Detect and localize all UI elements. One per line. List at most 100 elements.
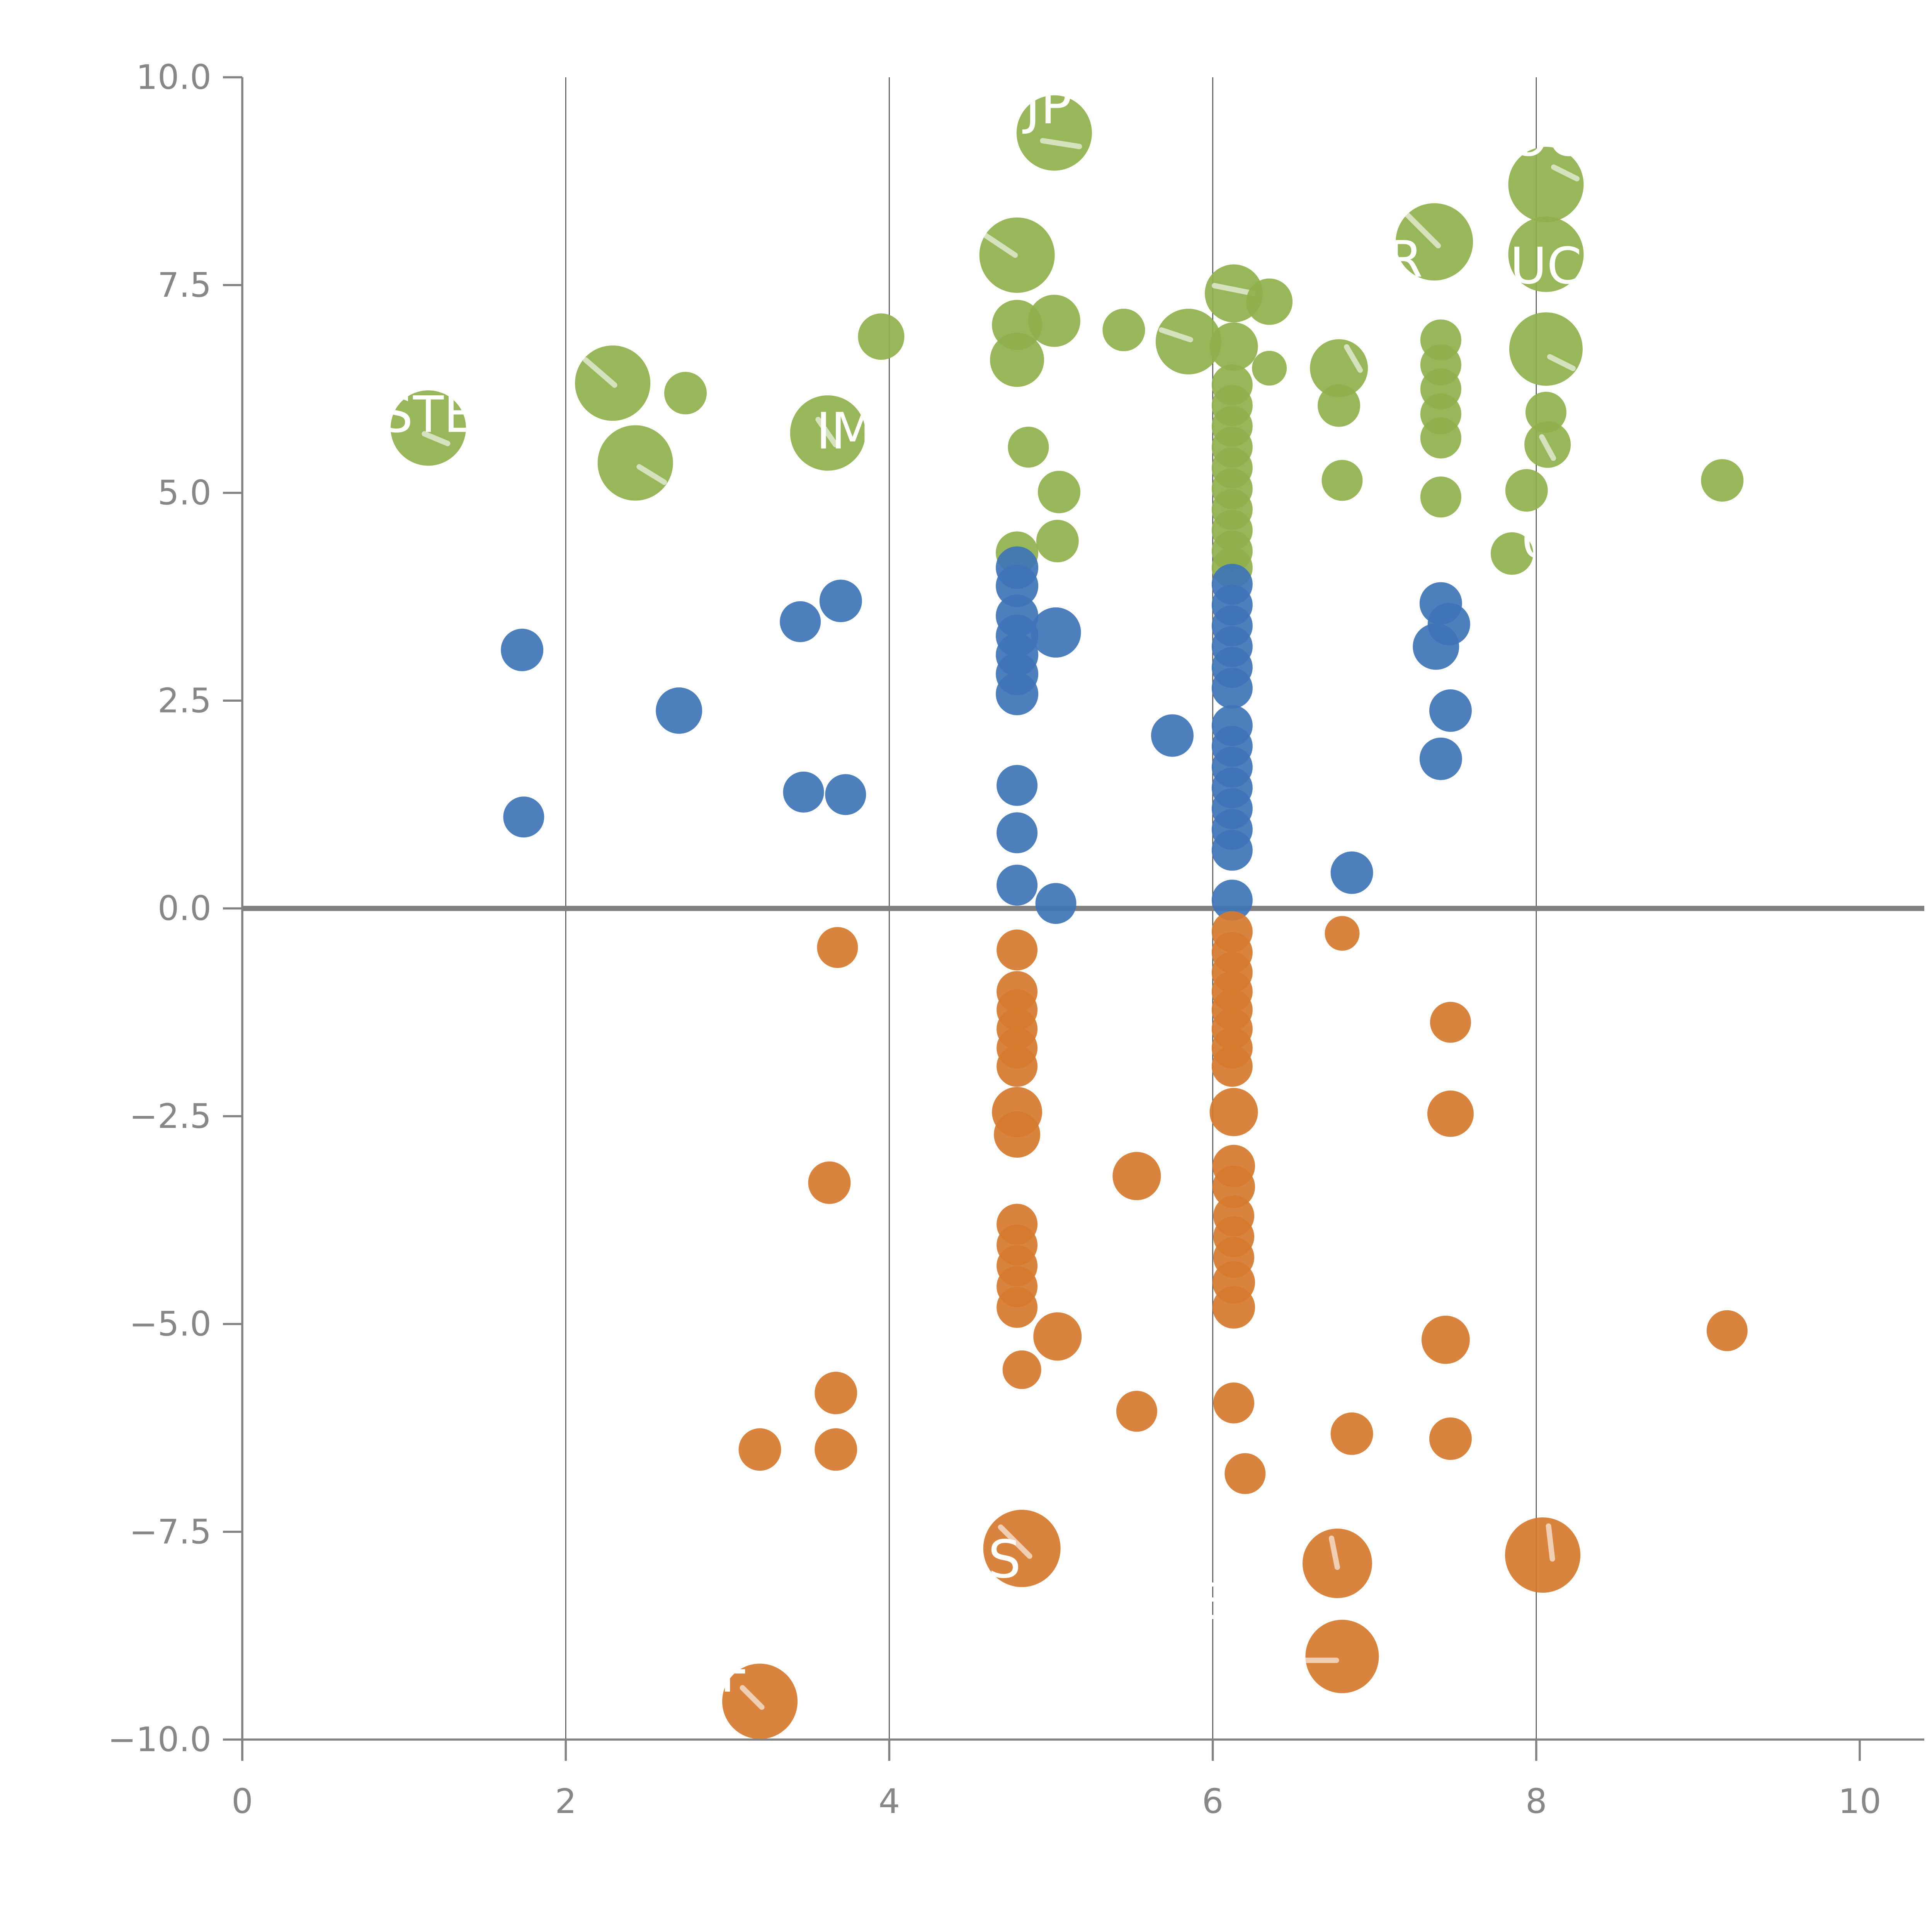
data-point [1318,384,1361,427]
data-point [808,1161,851,1204]
data-point [1016,95,1092,171]
x-tick-label: 8 [1526,1782,1547,1821]
data-point [997,929,1038,971]
data-point [1246,278,1293,325]
data-point [1508,216,1584,292]
bubble-slash-mark [1212,283,1256,296]
data-point [1211,667,1253,709]
data-point [1211,1046,1253,1087]
series-high-positive: STEIMJPROCUC0 [390,95,1744,588]
data-point [996,565,1039,607]
data-point [1209,322,1258,371]
bubble-label: UC [1510,236,1582,295]
data-point [1525,391,1566,433]
bubble-slash-mark [998,1524,1032,1559]
x-tick-label: 4 [879,1782,900,1821]
data-point [1508,146,1584,222]
data-point [1225,1453,1266,1494]
data-point [990,333,1044,387]
data-point [1505,469,1548,512]
data-point [1213,1165,1255,1208]
bubble-slash-mark [1344,344,1363,373]
y-tick-label: 5.0 [158,473,211,513]
data-point [738,1428,781,1471]
data-point [1028,294,1080,347]
bubble-slash-mark [1040,138,1082,150]
y-tick-label: −5.0 [129,1304,211,1344]
data-point [817,927,858,968]
data-point [1701,459,1744,502]
bubble-label: IM [816,402,874,461]
data-point [1213,1286,1255,1329]
y-tick-label: −7.5 [129,1512,211,1551]
data-point [997,765,1038,806]
data-point [390,390,466,466]
data-point [1420,476,1461,518]
data-point [815,1372,857,1415]
bubble-slash-mark [422,431,451,446]
data-point [1209,1088,1258,1136]
data-point [1427,1090,1474,1137]
y-tick-label: 7.5 [158,265,211,305]
bubble-slash-mark [1328,1535,1340,1570]
bubble-slash-mark [1547,354,1576,371]
bubble-slash-mark [1401,208,1441,248]
data-point [1305,1619,1379,1693]
bubble-slash-mark [636,464,667,485]
data-point [1151,714,1194,757]
data-point [858,313,905,360]
data-point [1112,1152,1161,1201]
bubble-slash-mark [740,1685,765,1710]
data-point [997,1287,1038,1328]
data-point [780,601,821,642]
data-point [997,1046,1038,1087]
data-point [815,1428,857,1471]
y-tick-label: 2.5 [158,681,211,720]
data-point [1252,350,1287,386]
bubble-slash-mark [983,233,1018,258]
data-point [1505,1517,1581,1593]
data-point [1211,830,1253,871]
data-point [503,796,544,838]
data-point [997,864,1038,906]
data-point [597,425,673,501]
series-negative: SF [722,911,1748,1739]
data-point [1002,1350,1041,1389]
data-point [1116,1391,1157,1432]
data-point [722,1663,798,1739]
data-point [783,771,824,813]
data-point [996,673,1039,716]
x-tick-label: 2 [555,1782,577,1821]
data-point [994,1111,1041,1158]
data-point [1330,1412,1373,1455]
data-point [1037,471,1080,514]
data-point [1036,520,1079,563]
y-tick-label: −2.5 [129,1097,211,1136]
data-point [1419,737,1462,780]
data-point [819,580,862,622]
data-point [997,812,1038,854]
data-point [1213,1382,1255,1423]
x-tick-label: 6 [1202,1782,1224,1821]
bubble-slash-mark [1158,327,1193,343]
data-point [1491,532,1534,575]
data-point [1330,851,1373,894]
series-low-positive [501,546,1472,924]
y-tick-label: 10.0 [136,58,211,97]
y-tick-label: 0.0 [158,889,211,928]
data-point [1413,623,1459,670]
floating-label: E [1200,1572,1232,1631]
x-tick-label: 10 [1838,1782,1881,1821]
data-point [1429,689,1472,732]
data-point [1031,607,1081,658]
y-tick-label: −10.0 [108,1720,211,1759]
bubble-slash-mark [583,357,617,388]
data-point [1430,1002,1471,1043]
data-point [1429,1417,1472,1460]
data-point [1008,427,1049,468]
data-point [1421,1315,1470,1364]
data-point [1321,460,1363,501]
